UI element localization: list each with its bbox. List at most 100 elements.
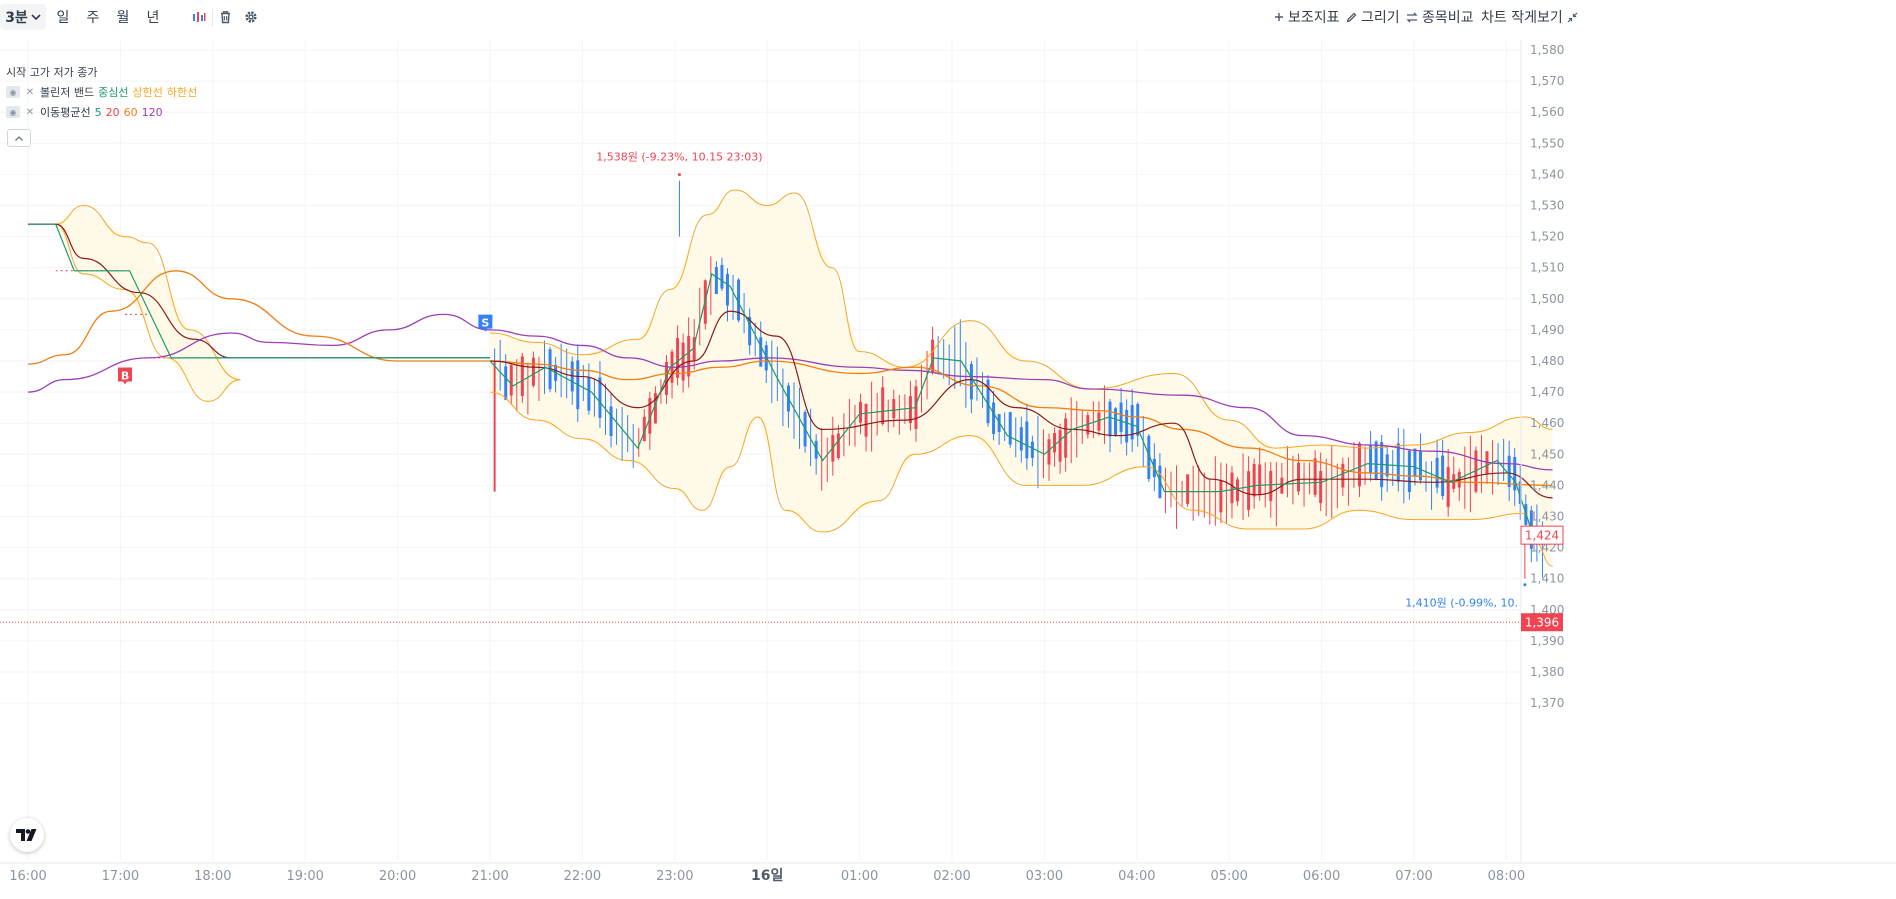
y-tick-label: 1,430 [1530, 510, 1564, 524]
swap-icon [1406, 12, 1418, 22]
bollinger-band-fill [55, 190, 1553, 567]
y-tick-label: 1,540 [1530, 167, 1564, 181]
axes: 1,580 1,570 1,560 1,550 1,540 1,530 1,520 1,510… [0, 40, 1896, 884]
candle-body [859, 401, 863, 423]
gear-icon[interactable] [240, 6, 262, 28]
candle-body [1269, 470, 1273, 502]
collapse-icon [1567, 12, 1578, 22]
y-tick-label: 1,480 [1530, 354, 1564, 368]
candle-body [1125, 410, 1129, 443]
candle-body [737, 279, 741, 321]
legend-ma-120: 120 [141, 105, 163, 119]
chart-toolbar: 3분 일 주 월 년 보조지표 그리기 종목비교 차트 작게보기 [0, 0, 1896, 36]
y-tick-label: 1,510 [1530, 261, 1564, 275]
x-tick-label: 23:00 [656, 869, 693, 884]
ma60-line [489, 360, 1553, 487]
draw-button[interactable]: 그리기 [1346, 6, 1400, 28]
x-tick-label: 01:00 [841, 869, 878, 884]
x-tick-label: 08:00 [1488, 869, 1525, 884]
sell-marker-label: S [481, 317, 489, 330]
close-icon[interactable]: ✕ [25, 86, 35, 98]
eye-icon[interactable]: ◉ [6, 86, 20, 98]
high-marker-dot [677, 173, 681, 177]
candle-body [1396, 443, 1400, 482]
chart-annotations: 1,396 1,424 1,538원 (-9.23%, 10.15 23:03) 1,… [0, 151, 1564, 632]
ma60-line [27, 270, 490, 365]
compare-button[interactable]: 종목비교 [1406, 6, 1474, 28]
legend-bollinger-name: 볼린저 밴드 [40, 86, 95, 99]
candle-body [1053, 433, 1057, 453]
bollinger-fill-area [490, 190, 1553, 567]
current-price-tag [1520, 525, 1564, 545]
y-tick-label: 1,550 [1530, 136, 1564, 150]
toolbar-divider [212, 9, 213, 27]
low-marker-dot [1523, 583, 1527, 587]
candle-body [759, 337, 763, 367]
candle-body [1418, 451, 1422, 481]
timeframe-week[interactable]: 주 [86, 10, 100, 26]
timeframe-year[interactable]: 년 [146, 10, 160, 26]
candle-body [1008, 412, 1012, 445]
candle-body [648, 398, 652, 434]
y-tick-label: 1,410 [1530, 572, 1564, 586]
chevron-down-icon [31, 14, 41, 21]
candle-body [1019, 427, 1023, 451]
candle-body [1407, 450, 1411, 493]
y-tick-label: 1,530 [1530, 199, 1564, 213]
candle-body [1413, 448, 1417, 476]
x-tick-label: 18:00 [194, 869, 231, 884]
candle-body [1369, 444, 1373, 474]
candle-style-icon[interactable] [188, 6, 210, 28]
candle-body [1136, 403, 1140, 436]
y-tick-label: 1,520 [1530, 230, 1564, 244]
y-tick-label: 1,440 [1530, 478, 1564, 492]
candle-body [969, 364, 973, 400]
legend-ma-20: 20 [105, 105, 120, 119]
x-tick-label: 03:00 [1026, 869, 1063, 884]
candle-body [1446, 466, 1450, 507]
y-tick-label: 1,570 [1530, 74, 1564, 88]
close-icon[interactable]: ✕ [25, 106, 35, 118]
y-tick-label: 1,460 [1530, 416, 1564, 430]
candle-body [681, 342, 685, 381]
sell-marker [478, 314, 493, 332]
candle-body [1374, 441, 1378, 480]
candle-body [914, 386, 918, 430]
plus-icon [1275, 13, 1283, 21]
high-price-label: 1,538원 (-9.23%, 10.15 23:03) [596, 151, 762, 164]
reference-price-tag [1521, 613, 1563, 632]
candle-body [687, 335, 691, 377]
timeframe-selected-label: 3분 [5, 10, 28, 26]
candle-body [1130, 405, 1134, 440]
candle-body [509, 365, 513, 396]
legend-ma-row: ◉ ✕ 이동평균선 5 20 60 120 [6, 102, 197, 122]
candle-body [1114, 408, 1118, 436]
candle-body [1219, 480, 1223, 513]
reference-price-label: 1,396 [1525, 616, 1559, 630]
y-tick-label: 1,380 [1530, 665, 1564, 679]
timeframe-dropdown[interactable]: 3분 [0, 4, 46, 30]
eye-icon[interactable]: ◉ [6, 106, 20, 118]
timeframe-month[interactable]: 월 [116, 10, 130, 26]
x-tick-label: 16:00 [9, 869, 46, 884]
trash-icon[interactable] [214, 6, 236, 28]
candle-body [864, 403, 868, 437]
candle-body [609, 406, 613, 437]
candle-body [531, 357, 535, 386]
indicators-button[interactable]: 보조지표 [1274, 6, 1340, 28]
chevron-up-icon [15, 135, 23, 141]
x-tick-label: 16일 [751, 868, 783, 884]
legend-bollinger-row: ◉ ✕ 볼린저 밴드 중심선 상한선 하한선 [6, 82, 197, 102]
y-tick-label: 1,470 [1530, 385, 1564, 399]
candle-body [1518, 481, 1522, 504]
timeframe-day[interactable]: 일 [56, 10, 70, 26]
candle-body [504, 366, 508, 400]
candle-body [1086, 415, 1090, 435]
tradingview-logo[interactable] [10, 818, 44, 852]
pencil-icon [1346, 12, 1357, 22]
legend-ma-5: 5 [94, 105, 102, 119]
legend-collapse-button[interactable] [7, 129, 31, 147]
candle-body [1357, 443, 1361, 487]
minimize-chart-button[interactable]: 차트 작게보기 [1481, 6, 1578, 28]
